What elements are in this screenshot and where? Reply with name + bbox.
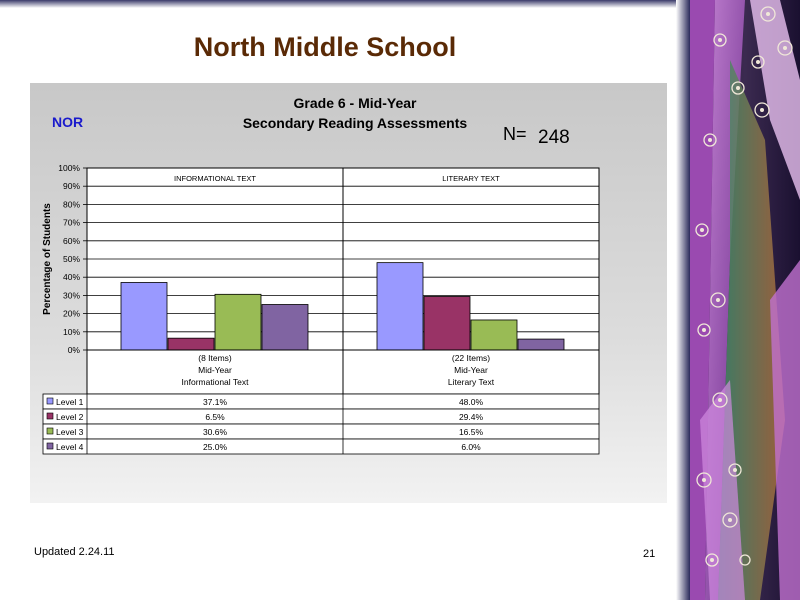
page-number: 21: [643, 548, 656, 560]
bar-chart: 0% 10% 20% 30% 40% 50% 60% 70% 80% 90% 100% Percent…: [42, 163, 600, 455]
y-tick-label: 10%: [63, 327, 80, 337]
updated-date: Updated 2.24.11: [34, 546, 115, 558]
table-row: [42, 408, 600, 425]
bar: [120, 282, 168, 351]
data-label: 16.5%: [459, 427, 484, 437]
y-axis-label: Percentage of Students: [42, 203, 53, 315]
bar: [470, 319, 518, 351]
y-tick-label: 20%: [63, 309, 80, 319]
slide: North Middle School NOR Grade 6 - Mid-Ye…: [0, 0, 690, 600]
y-tick-label: 50%: [63, 254, 80, 264]
category-label: Mid-Year: [198, 365, 232, 375]
chart-title: Grade 6 - Mid-Year: [293, 95, 417, 111]
school-code-label: NOR: [52, 114, 84, 130]
legend-label: Level 3: [56, 427, 84, 437]
slide-right-shadow: [676, 0, 690, 600]
bar: [167, 337, 215, 351]
bar: [517, 338, 565, 351]
y-tick-label: 80%: [63, 199, 80, 209]
y-tick-label: 40%: [63, 272, 80, 282]
table-row: [42, 393, 600, 410]
legend-swatch: [46, 442, 54, 450]
category-label: (22 Items): [452, 353, 490, 363]
group-header: INFORMATIONAL TEXT: [174, 174, 256, 183]
y-tick-label: 0%: [68, 345, 81, 355]
category-label: Informational Text: [182, 377, 250, 387]
legend-swatch: [46, 412, 54, 420]
table-row: [42, 423, 600, 440]
category-label: Mid-Year: [454, 365, 488, 375]
y-tick-label: 90%: [63, 181, 80, 191]
slide-title: North Middle School: [193, 32, 457, 62]
table-row: [42, 438, 600, 455]
slide-top-shadow: [0, 0, 690, 8]
legend-label: Level 2: [56, 412, 84, 422]
chart-subtitle: Secondary Reading Assessments: [242, 115, 468, 131]
data-label: 48.0%: [459, 397, 484, 407]
legend-label: Level 4: [56, 442, 84, 452]
data-label: 6.0%: [461, 442, 481, 452]
legend-label: Level 1: [56, 397, 84, 407]
decorative-kimono-pattern: [690, 0, 800, 600]
group-header: LITERARY TEXT: [442, 174, 500, 183]
legend-swatch: [46, 397, 54, 405]
n-value: 248: [538, 127, 570, 148]
bar: [214, 293, 262, 351]
data-label: 37.1%: [203, 397, 228, 407]
bar: [423, 296, 471, 351]
bar: [376, 262, 424, 351]
data-label: 6.5%: [205, 412, 225, 422]
y-tick-label: 100%: [58, 163, 80, 173]
n-label: N=: [503, 124, 527, 144]
y-tick-label: 60%: [63, 236, 80, 246]
data-label: 25.0%: [203, 442, 228, 452]
bar: [261, 304, 309, 351]
data-label: 29.4%: [459, 412, 484, 422]
category-label: (8 Items): [198, 353, 232, 363]
data-label: 30.6%: [203, 427, 228, 437]
category-label: Literary Text: [448, 377, 495, 387]
y-tick-label: 70%: [63, 218, 80, 228]
legend-swatch: [46, 427, 54, 435]
y-tick-label: 30%: [63, 290, 80, 300]
